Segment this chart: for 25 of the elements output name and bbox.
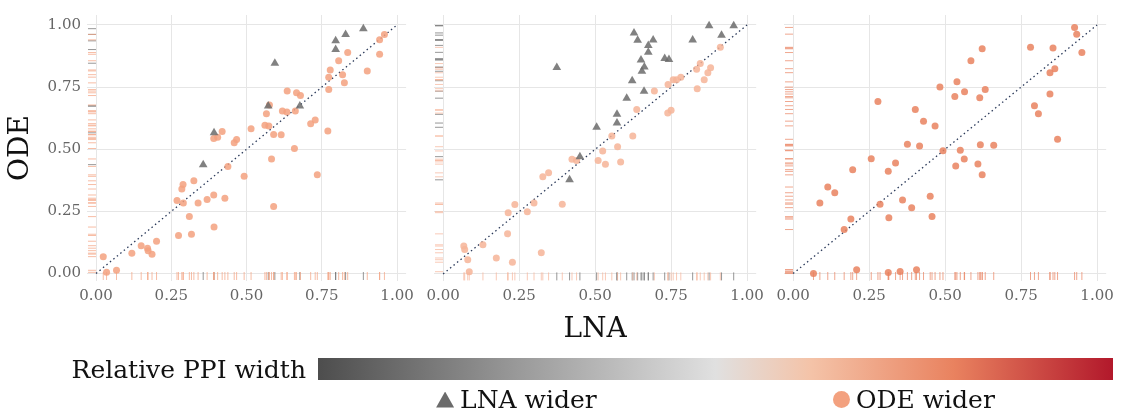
x-tick-label: 0.50 — [578, 286, 612, 305]
x-tick-label: 0.50 — [229, 285, 264, 304]
legend-title: Relative PPI width — [70, 354, 307, 384]
x-tick-label: 0.75 — [1004, 285, 1038, 304]
legend-label: LNA wider — [460, 385, 597, 413]
x-tick-label: 1.00 — [380, 285, 414, 304]
x-tick-label: 1.00 — [730, 286, 764, 305]
x-tick-label: 0.75 — [305, 285, 339, 304]
x-tick-label: 0.00 — [776, 285, 810, 304]
y-tick-label: 0.00 — [47, 263, 81, 282]
y-tick-label: 0.25 — [47, 201, 81, 220]
x-tick-label: 0.00 — [79, 285, 113, 304]
y-axis-title: ODE — [2, 115, 36, 181]
x-tick-label: 0.25 — [852, 285, 886, 304]
x-tick-label: 0.25 — [502, 286, 536, 305]
x-tick-label: 1.00 — [1080, 285, 1114, 304]
y-tick-label: 0.75 — [47, 76, 81, 95]
x-axis-title: LNA — [563, 311, 628, 345]
y-tick-label: 1.00 — [47, 14, 81, 33]
x-tick-label: 0.75 — [654, 286, 688, 305]
legend-label: ODE wider — [855, 385, 995, 413]
x-tick-label: 0.00 — [426, 286, 460, 305]
y-tick-label: 0.50 — [47, 139, 81, 158]
x-tick-label: 0.50 — [928, 285, 962, 304]
x-tick-label: 0.25 — [154, 285, 188, 304]
